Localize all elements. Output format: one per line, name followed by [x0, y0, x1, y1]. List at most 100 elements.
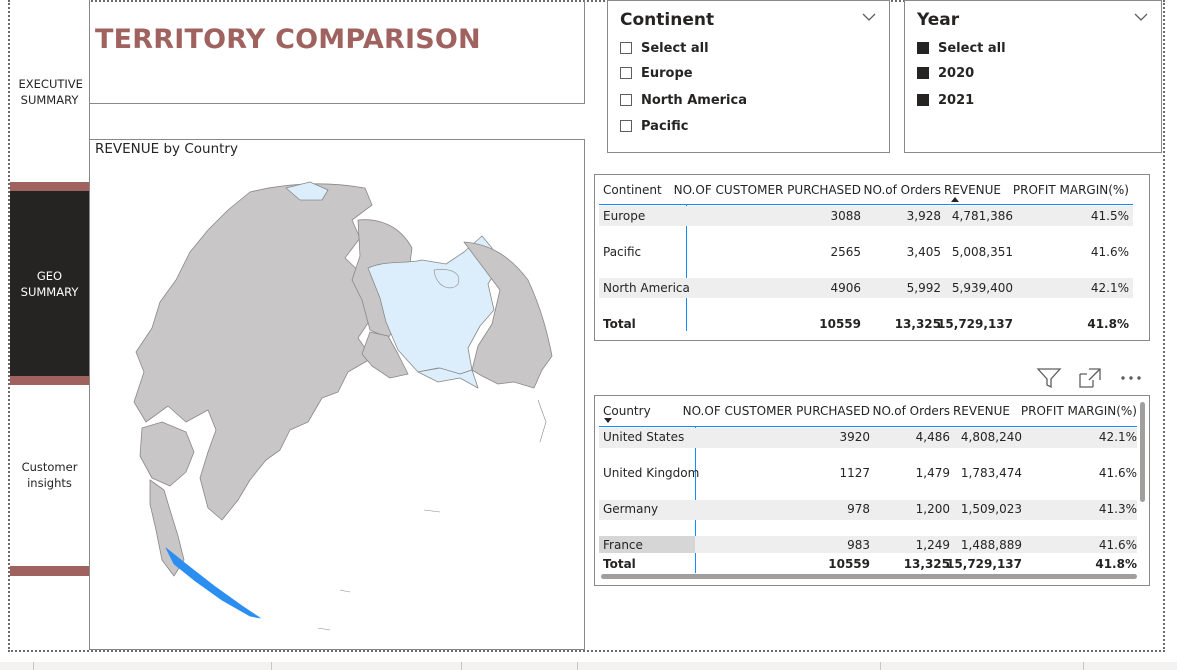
map-land — [139, 421, 195, 487]
option-label: 2020 — [938, 65, 975, 81]
table-cell: Pacific — [603, 245, 642, 259]
table-cell: Germany — [603, 502, 659, 516]
table-cell: 10559 — [828, 557, 870, 571]
checkbox[interactable] — [620, 120, 632, 132]
column-header[interactable]: NO.of Orders — [863, 183, 941, 197]
table-cell: 5,008,351 — [951, 245, 1013, 259]
bottom-strip — [0, 662, 1177, 670]
table-cell: 1127 — [839, 466, 870, 480]
map-land — [417, 367, 479, 389]
slicer-option-pacific[interactable]: Pacific — [620, 117, 688, 135]
table-cell: 41.3% — [1098, 502, 1137, 516]
column-header[interactable]: Country — [603, 404, 651, 418]
table-cell: 13,325 — [903, 557, 950, 571]
column-header[interactable]: PROFIT MARGIN(%) — [1020, 404, 1137, 418]
slicer-option-europe[interactable]: Europe — [620, 64, 693, 82]
table-cell: Total — [603, 557, 636, 571]
column-header[interactable]: PROFIT MARGIN(%) — [1012, 183, 1129, 197]
column-divider — [686, 205, 687, 331]
slicer-option-2021[interactable]: 2021 — [917, 91, 974, 109]
option-label: 2021 — [938, 92, 975, 108]
table-cell: Total — [603, 317, 636, 331]
slicer-option-select-all[interactable]: Select all — [620, 39, 709, 57]
table-row-band — [599, 500, 1137, 520]
slicer-option-north-america[interactable]: North America — [620, 91, 747, 109]
table-cell: 3920 — [839, 430, 870, 444]
table-cell: 4,486 — [915, 430, 950, 444]
table-cell: 4,781,386 — [951, 209, 1013, 223]
table-row-band — [599, 278, 1133, 298]
map-asia-region — [133, 183, 373, 521]
chevron-down-icon[interactable] — [1133, 11, 1149, 23]
filter-icon[interactable] — [1036, 366, 1062, 390]
table-cell: 41.8% — [1087, 317, 1129, 331]
table-cell: 1,200 — [915, 502, 950, 516]
table-cell: 3,928 — [906, 209, 941, 223]
map-title: REVENUE by Country — [95, 141, 238, 157]
slicer-option-2020[interactable]: 2020 — [917, 64, 974, 82]
table-cell: 15,729,137 — [946, 557, 1022, 571]
table-cell: 10559 — [819, 317, 861, 331]
table-cell: 1,488,889 — [960, 538, 1022, 552]
table-cell: 13,325 — [894, 317, 941, 331]
map-land — [285, 181, 329, 201]
column-header[interactable]: Continent — [603, 183, 662, 197]
option-label: Pacific — [641, 118, 689, 134]
table-cell: 4906 — [830, 281, 861, 295]
continent-slicer: Continent Select all Europe North Americ… — [607, 0, 890, 153]
column-header[interactable]: REVENUE — [952, 404, 1010, 418]
table-cell: 1,479 — [915, 466, 950, 480]
checkbox[interactable] — [917, 94, 929, 106]
table-cell: 1,509,023 — [960, 502, 1022, 516]
bottom-tick — [33, 662, 34, 670]
country-table: Country NO.OF CUSTOMER PURCHASED NO.of O… — [594, 395, 1150, 586]
checkbox[interactable] — [917, 67, 929, 79]
table-cell: 41.6% — [1098, 466, 1137, 480]
nav-label: Customer insights — [21, 460, 78, 490]
column-header[interactable]: NO.OF CUSTOMER PURCHASED — [682, 404, 870, 418]
horizontal-scrollbar[interactable] — [601, 574, 1137, 579]
table-row-band — [599, 536, 1137, 553]
map-visual — [89, 139, 585, 650]
bottom-tick — [1083, 662, 1084, 670]
option-label: Select all — [641, 40, 709, 56]
map-coastline — [423, 509, 441, 513]
vertical-scrollbar[interactable] — [1140, 402, 1145, 502]
bottom-tick — [880, 662, 881, 670]
table-cell: 42.1% — [1098, 430, 1137, 444]
column-header[interactable]: NO.of Orders — [872, 404, 950, 418]
nav-customer-insights[interactable]: Customer insights — [10, 385, 89, 565]
table-cell: 41.8% — [1095, 557, 1137, 571]
nav-executive-summary[interactable]: EXECUTIVE SUMMARY — [10, 2, 89, 182]
table-cell: 4,808,240 — [960, 430, 1022, 444]
header-divider — [599, 204, 1133, 205]
globe-map[interactable] — [90, 160, 584, 648]
option-label: Select all — [938, 40, 1006, 56]
table-cell: 15,729,137 — [937, 317, 1013, 331]
table-cell: 3088 — [830, 209, 861, 223]
checkbox[interactable] — [620, 42, 632, 54]
nav-geo-summary[interactable]: GEO SUMMARY — [10, 191, 89, 376]
map-coastline — [537, 399, 547, 443]
nav-label: GEO SUMMARY — [20, 268, 79, 299]
checkbox[interactable] — [917, 42, 929, 54]
map-coastline — [339, 589, 351, 593]
table-cell: 41.5% — [1090, 209, 1129, 223]
slicer-option-select-all[interactable]: Select all — [917, 39, 1006, 57]
column-header[interactable]: NO.OF CUSTOMER PURCHASED — [673, 183, 861, 197]
table-cell: 5,939,400 — [951, 281, 1013, 295]
focus-mode-icon[interactable] — [1077, 366, 1103, 390]
bottom-tick — [577, 662, 578, 670]
more-options-icon[interactable] — [1118, 366, 1144, 390]
table-cell: 1,249 — [915, 538, 950, 552]
table-cell: France — [603, 538, 643, 552]
table-cell: 1,783,474 — [960, 466, 1022, 480]
checkbox[interactable] — [620, 67, 632, 79]
column-header[interactable]: REVENUE — [943, 183, 1001, 197]
table-cell: 42.1% — [1090, 281, 1129, 295]
chevron-down-icon[interactable] — [861, 11, 877, 23]
nav-accent-bar — [10, 376, 89, 385]
table-row-band — [599, 428, 1137, 448]
checkbox[interactable] — [620, 94, 632, 106]
table-cell: United States — [603, 430, 685, 444]
